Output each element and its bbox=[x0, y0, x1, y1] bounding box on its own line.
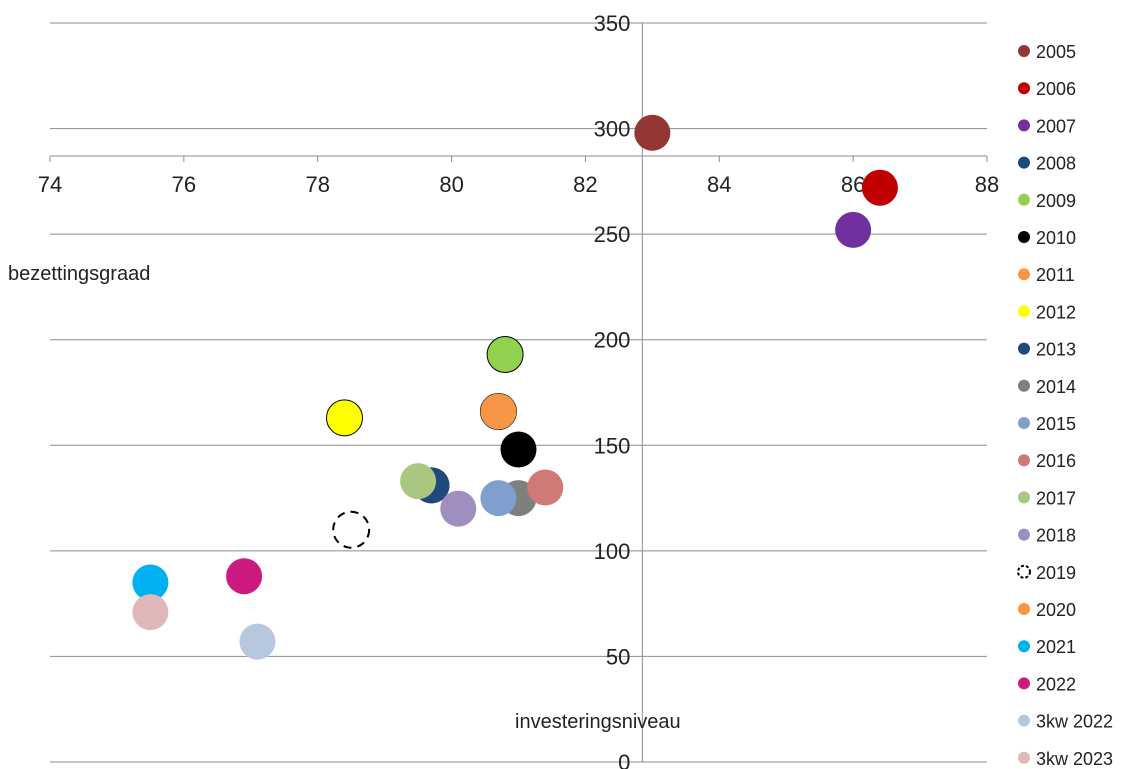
x-tick-label: 82 bbox=[573, 172, 597, 197]
y-tick-label: 100 bbox=[594, 539, 631, 564]
point-3kw-2022 bbox=[239, 623, 276, 660]
x-tick-label: 84 bbox=[707, 172, 731, 197]
legend-marker bbox=[1018, 640, 1030, 653]
point-2010 bbox=[500, 431, 537, 468]
legend-marker bbox=[1018, 417, 1030, 429]
x-tick-label: 74 bbox=[38, 172, 62, 197]
legend-marker bbox=[1018, 45, 1030, 57]
legend-label: 3kw 2023 bbox=[1036, 749, 1113, 769]
y-axis-title: bezettingsgraad bbox=[8, 263, 150, 285]
point-2015 bbox=[480, 480, 517, 517]
point-2009 bbox=[486, 335, 524, 373]
y-tick-label: 250 bbox=[594, 222, 631, 247]
legend-marker bbox=[1018, 119, 1030, 132]
legend-marker bbox=[1018, 305, 1030, 318]
legend-label: 2017 bbox=[1036, 488, 1076, 508]
point-2012 bbox=[325, 399, 363, 437]
axes bbox=[49, 23, 988, 762]
legend-label: 2007 bbox=[1036, 116, 1076, 136]
x-axis-title: investeringsniveau bbox=[515, 711, 681, 733]
x-tick-label: 76 bbox=[172, 172, 196, 197]
legend-label: 2014 bbox=[1036, 377, 1076, 397]
point-2019 bbox=[332, 510, 371, 549]
legend-marker bbox=[1018, 379, 1030, 392]
legend: 2005 2006 2007 2008 2009 2010 2011 2012 2013 2014… bbox=[1017, 42, 1113, 769]
legend-marker bbox=[1018, 231, 1030, 243]
legend-label: 2010 bbox=[1036, 228, 1076, 248]
x-tick-label: 88 bbox=[975, 172, 999, 197]
legend-marker bbox=[1018, 454, 1030, 467]
legend-marker bbox=[1018, 491, 1030, 504]
tick-labels: 0 50 100 150 200 250 300 350 74 76 78 80 82 84 86 88 bbox=[38, 11, 999, 769]
legend-marker bbox=[1018, 82, 1030, 95]
legend-marker bbox=[1018, 193, 1030, 206]
point-2018 bbox=[440, 490, 477, 527]
point-3kw-2023 bbox=[132, 594, 169, 631]
legend-label: 2008 bbox=[1036, 154, 1076, 174]
x-tick-label: 86 bbox=[841, 172, 865, 197]
legend-label: 2018 bbox=[1036, 526, 1076, 546]
legend-marker bbox=[1018, 342, 1030, 355]
legend-label: 3kw 2022 bbox=[1036, 712, 1113, 732]
legend-label: 2013 bbox=[1036, 340, 1076, 360]
legend-marker bbox=[1018, 528, 1030, 541]
point-2005 bbox=[634, 114, 671, 151]
legend-marker bbox=[1018, 156, 1030, 169]
legend-marker bbox=[1018, 714, 1030, 727]
legend-marker bbox=[1018, 268, 1030, 281]
point-2021 bbox=[132, 564, 169, 601]
legend-marker bbox=[1017, 564, 1031, 579]
y-tick-label: 200 bbox=[594, 328, 631, 353]
y-tick-label: 150 bbox=[594, 433, 631, 458]
grid-lines bbox=[50, 22, 987, 763]
y-tick-label: 50 bbox=[606, 644, 630, 669]
legend-label: 2005 bbox=[1036, 42, 1076, 62]
legend-label: 2006 bbox=[1036, 79, 1076, 99]
data-points bbox=[132, 114, 898, 660]
legend-label: 2011 bbox=[1036, 265, 1075, 285]
legend-marker bbox=[1018, 603, 1030, 615]
y-tick-label: 0 bbox=[618, 750, 630, 769]
point-2022 bbox=[226, 558, 263, 595]
legend-label: 2019 bbox=[1036, 563, 1076, 583]
legend-label: 2015 bbox=[1036, 414, 1076, 434]
point-2020 bbox=[480, 393, 517, 430]
legend-label: 2021 bbox=[1036, 637, 1076, 657]
y-tick-label: 350 bbox=[594, 11, 631, 36]
y-tick-label: 300 bbox=[594, 117, 631, 142]
x-tick-label: 78 bbox=[305, 172, 329, 197]
point-2006 bbox=[861, 169, 898, 206]
legend-marker bbox=[1018, 751, 1030, 764]
legend-label: 2016 bbox=[1036, 451, 1076, 471]
legend-label: 2009 bbox=[1036, 191, 1076, 211]
legend-label: 2012 bbox=[1036, 302, 1076, 322]
point-2017 bbox=[400, 463, 437, 500]
legend-label: 2022 bbox=[1036, 674, 1076, 694]
point-2007 bbox=[835, 211, 872, 248]
legend-marker bbox=[1018, 677, 1030, 690]
point-2016 bbox=[527, 469, 564, 506]
legend-label: 2020 bbox=[1036, 600, 1076, 620]
x-tick-label: 80 bbox=[439, 172, 463, 197]
